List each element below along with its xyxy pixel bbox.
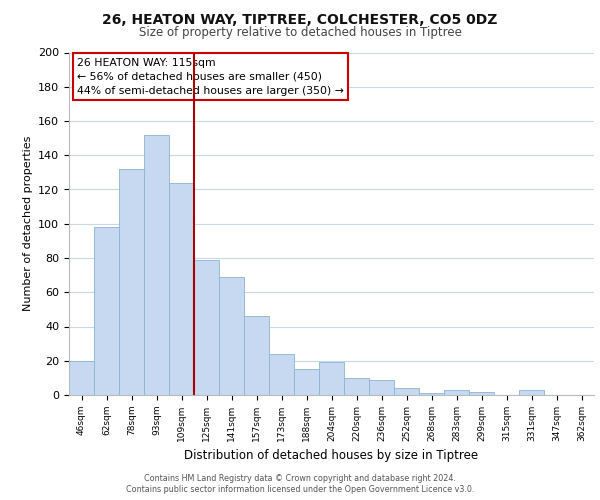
Bar [194, 260, 219, 395]
Bar [419, 394, 444, 395]
Text: Size of property relative to detached houses in Tiptree: Size of property relative to detached ho… [139, 26, 461, 39]
Text: Contains HM Land Registry data © Crown copyright and database right 2024.
Contai: Contains HM Land Registry data © Crown c… [126, 474, 474, 494]
Bar [169, 182, 194, 395]
Bar [394, 388, 419, 395]
X-axis label: Distribution of detached houses by size in Tiptree: Distribution of detached houses by size … [184, 450, 479, 462]
Bar [444, 390, 469, 395]
Bar [94, 227, 119, 395]
Bar [344, 378, 369, 395]
Bar [144, 134, 169, 395]
Bar [519, 390, 544, 395]
Y-axis label: Number of detached properties: Number of detached properties [23, 136, 32, 312]
Bar [244, 316, 269, 395]
Bar [69, 361, 94, 395]
Text: 26, HEATON WAY, TIPTREE, COLCHESTER, CO5 0DZ: 26, HEATON WAY, TIPTREE, COLCHESTER, CO5… [103, 12, 497, 26]
Bar [294, 370, 319, 395]
Bar [369, 380, 394, 395]
Bar [269, 354, 294, 395]
Bar [119, 169, 144, 395]
Bar [319, 362, 344, 395]
Bar [469, 392, 494, 395]
Text: 26 HEATON WAY: 115sqm
← 56% of detached houses are smaller (450)
44% of semi-det: 26 HEATON WAY: 115sqm ← 56% of detached … [77, 58, 344, 96]
Bar [219, 277, 244, 395]
